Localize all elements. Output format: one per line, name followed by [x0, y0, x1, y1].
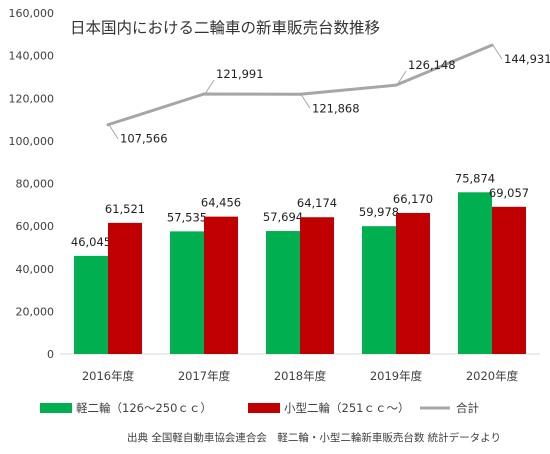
- x-tick-label: 2017年度: [178, 369, 231, 383]
- y-tick-label: 20,000: [16, 305, 55, 318]
- source-note: 出典 全国軽自動車協会連合会 軽二輪・小型二輪新車販売台数 統計データより: [127, 431, 501, 444]
- bar-data-label: 57,694: [263, 210, 303, 224]
- legend-swatch: [40, 403, 72, 413]
- bar-data-label: 57,535: [167, 210, 207, 224]
- y-tick-label: 40,000: [16, 263, 55, 276]
- bar: [74, 256, 108, 354]
- total-data-label: 144,931: [504, 52, 550, 66]
- y-tick-label: 60,000: [16, 220, 55, 233]
- bar-data-label: 64,456: [201, 196, 241, 210]
- y-tick-label: 80,000: [16, 178, 55, 191]
- total-data-label: 121,868: [312, 101, 360, 115]
- legend-label: 合計: [456, 401, 479, 415]
- bar: [300, 217, 334, 354]
- y-tick-label: 100,000: [9, 135, 55, 148]
- total-label-leader: [493, 45, 502, 59]
- total-data-label: 121,991: [216, 67, 264, 81]
- bar-data-label: 59,978: [359, 205, 399, 219]
- total-label-leader: [205, 80, 214, 94]
- bar: [492, 207, 526, 354]
- legend-label: 軽二輪（126〜250ｃｃ）: [76, 401, 212, 415]
- bar: [458, 192, 492, 354]
- x-tick-label: 2018年度: [274, 369, 327, 383]
- bars: 46,045 57,535 57,694 59,978 75,874 61,521 64,4…: [71, 171, 529, 354]
- y-tick-label: 140,000: [9, 50, 55, 63]
- x-axis: 2016年度 2017年度 2018年度 2019年度 2020年度: [82, 369, 519, 383]
- bar: [204, 217, 238, 354]
- total-label-leader: [109, 125, 118, 139]
- total-data-label: 107,566: [120, 132, 168, 146]
- y-tick-label: 120,000: [9, 92, 55, 105]
- bar: [396, 213, 430, 354]
- bar-data-label: 75,874: [455, 171, 495, 185]
- legend: 軽二輪（126〜250ｃｃ） 小型二輪（251ｃｃ〜） 合計: [40, 401, 479, 415]
- chart-title: 日本国内における二輪車の新車販売台数推移: [70, 19, 380, 37]
- legend-label: 小型二輪（251ｃｃ〜）: [284, 401, 409, 415]
- x-tick-label: 2016年度: [82, 369, 135, 383]
- bar: [266, 231, 300, 354]
- bar-data-label: 66,170: [393, 192, 433, 206]
- total-line: [108, 45, 492, 125]
- bar-data-label: 46,045: [71, 235, 111, 249]
- total-label-leader: [301, 94, 310, 108]
- legend-swatch: [248, 403, 280, 413]
- bar-data-label: 64,174: [297, 196, 337, 210]
- bar: [170, 231, 204, 354]
- bar: [362, 226, 396, 354]
- bar: [108, 223, 142, 354]
- line-series: 107,566 121,991 121,868 126,148 144,931: [107, 44, 550, 146]
- bar-data-label: 61,521: [105, 202, 145, 216]
- total-data-label: 126,148: [408, 58, 456, 72]
- x-tick-label: 2020年度: [466, 369, 519, 383]
- x-tick-label: 2019年度: [370, 369, 423, 383]
- bar-data-label: 69,057: [489, 186, 529, 200]
- y-tick-label: 160,000: [9, 7, 55, 20]
- y-tick-label: 0: [47, 348, 54, 361]
